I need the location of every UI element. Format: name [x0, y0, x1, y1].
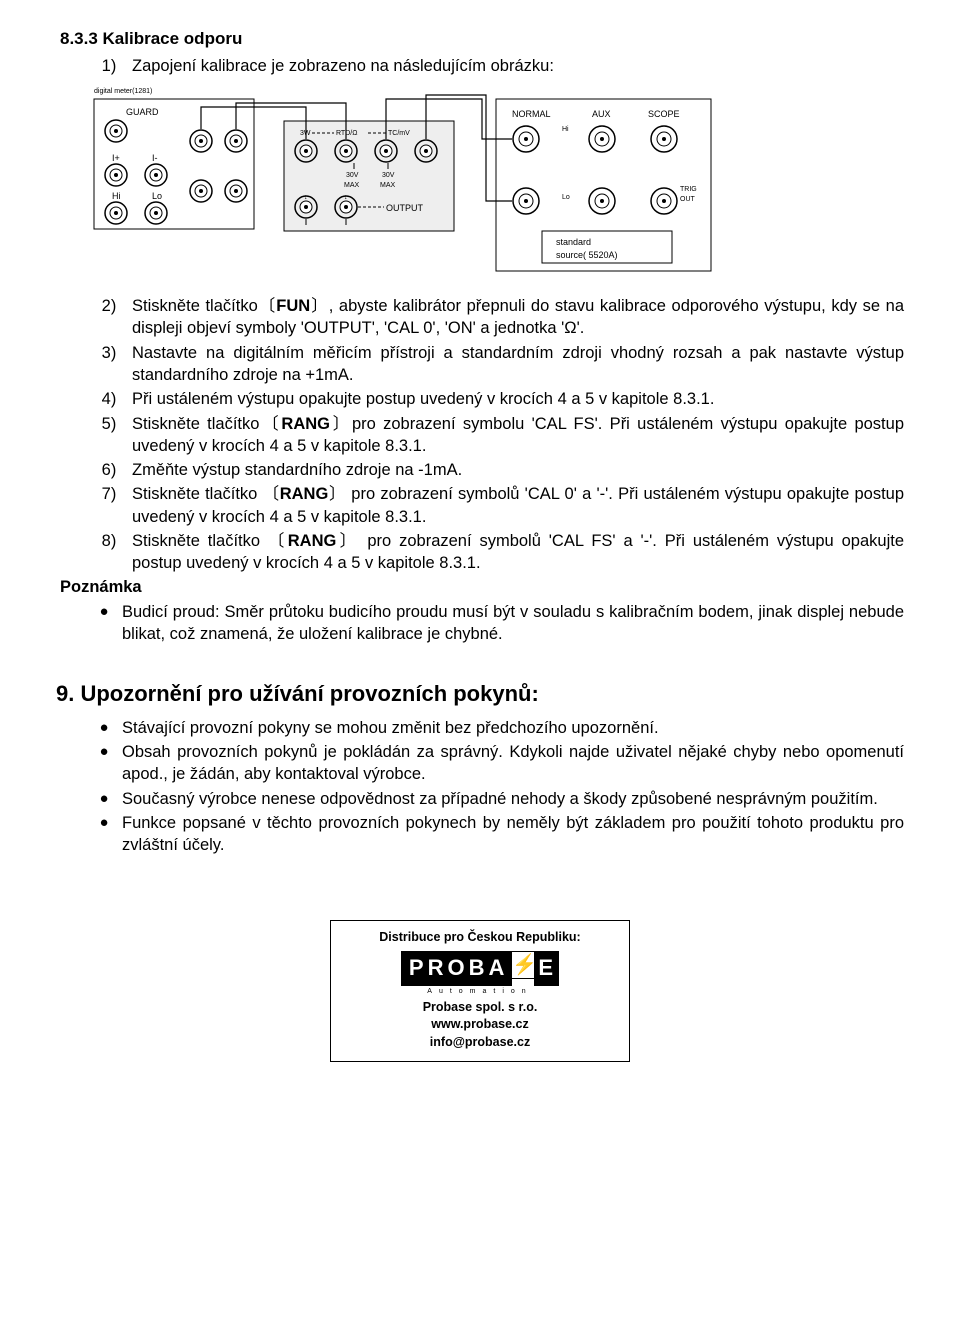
- logo-text-b: E: [534, 951, 559, 986]
- step-8: 8) Stiskněte tlačítko 〔RANG〕 pro zobraze…: [86, 530, 904, 575]
- label: 30V: [382, 172, 395, 179]
- step-6: 6) Změňte výstup standardního zdroje na …: [86, 459, 904, 481]
- note-label: Poznámka: [60, 576, 904, 598]
- section-833-title: 8.3.3 Kalibrace odporu: [60, 28, 904, 51]
- step-num: 8): [86, 530, 132, 575]
- step-2: 2) Stiskněte tlačítko〔FUN〕, abyste kalib…: [86, 295, 904, 340]
- bullet-icon: ●: [86, 717, 122, 739]
- label: Hi: [112, 191, 121, 201]
- step-num: 5): [86, 413, 132, 458]
- svg-text:↓: ↓: [304, 194, 308, 201]
- bullet-icon: ●: [86, 788, 122, 810]
- step-num: 4): [86, 388, 132, 410]
- label: RTD/Ω: [336, 130, 357, 137]
- step-text: Změňte výstup standardního zdroje na -1m…: [132, 459, 904, 481]
- label: SCOPE: [648, 109, 680, 119]
- page: 8.3.3 Kalibrace odporu 1) Zapojení kalib…: [0, 0, 960, 1334]
- step-5: 5) Stiskněte tlačítko〔RANG〕pro zobrazení…: [86, 413, 904, 458]
- label: TC/mV: [388, 130, 410, 137]
- label: I+: [112, 153, 120, 163]
- bolt-icon: ⚡: [512, 951, 534, 979]
- step-num: 6): [86, 459, 132, 481]
- company-name: Probase spol. s r.o.: [335, 999, 625, 1017]
- step-text: Při ustáleném výstupu opakujte postup uv…: [132, 388, 904, 410]
- wiring-diagram: digital meter(1281) GUARD I+ I- Hi Lo: [86, 81, 904, 281]
- bullet-icon: ●: [86, 601, 122, 646]
- step-1: 1) Zapojení kalibrace je zobrazeno na ná…: [86, 55, 904, 77]
- company-email: info@probase.cz: [335, 1034, 625, 1052]
- label: Lo: [152, 191, 162, 201]
- step-text: Stiskněte tlačítko 〔RANG〕 pro zobrazení …: [132, 530, 904, 575]
- step-num: 2): [86, 295, 132, 340]
- logo-text-a: PROBA: [401, 951, 512, 986]
- label: AUX: [592, 109, 611, 119]
- label: MAX: [380, 182, 396, 189]
- distribution-label: Distribuce pro Českou Republiku:: [335, 929, 625, 947]
- label: standard: [556, 237, 591, 247]
- label: OUT: [680, 196, 696, 203]
- note-bullet: ● Budicí proud: Směr průtoku budicího pr…: [86, 601, 904, 646]
- probase-logo: PROBA⚡E Automation: [335, 951, 625, 997]
- bullet-icon: ●: [86, 741, 122, 786]
- bullet-item: ● Funkce popsané v těchto provozních pok…: [86, 812, 904, 857]
- meter-label: digital meter(1281): [94, 88, 152, 95]
- step-text: Zapojení kalibrace je zobrazeno na násle…: [132, 55, 904, 77]
- bullet-icon: ●: [86, 812, 122, 857]
- bullet-text: Obsah provozních pokynů je pokládán za s…: [122, 741, 904, 786]
- step-text: Stiskněte tlačítko〔RANG〕pro zobrazení sy…: [132, 413, 904, 458]
- step-text: Stiskněte tlačítko 〔RANG〕 pro zobrazení …: [132, 483, 904, 528]
- step-3: 3) Nastavte na digitálním měřicím přístr…: [86, 342, 904, 387]
- step-num: 3): [86, 342, 132, 387]
- step-num: 7): [86, 483, 132, 528]
- step-4: 4) Při ustáleném výstupu opakujte postup…: [86, 388, 904, 410]
- step-text: Nastavte na digitálním měřicím přístroji…: [132, 342, 904, 387]
- bullet-text: Stávající provozní pokyny se mohou změni…: [122, 717, 904, 739]
- bullet-item: ● Obsah provozních pokynů je pokládán za…: [86, 741, 904, 786]
- logo-tagline: Automation: [335, 987, 625, 997]
- label: Lo: [562, 194, 570, 201]
- label: MAX: [344, 182, 360, 189]
- label: 30V: [346, 172, 359, 179]
- step-7: 7) Stiskněte tlačítko 〔RANG〕 pro zobraze…: [86, 483, 904, 528]
- bullet-item: ● Současný výrobce nenese odpovědnost za…: [86, 788, 904, 810]
- label: I-: [152, 153, 158, 163]
- footer-box: Distribuce pro Českou Republiku: PROBA⚡E…: [330, 920, 630, 1062]
- bullet-text: Funkce popsané v těchto provozních pokyn…: [122, 812, 904, 857]
- step-text: Stiskněte tlačítko〔FUN〕, abyste kalibrát…: [132, 295, 904, 340]
- label: Hi: [562, 126, 569, 133]
- bullet-item: ● Stávající provozní pokyny se mohou změ…: [86, 717, 904, 739]
- label: NORMAL: [512, 109, 551, 119]
- label: source( 5520A): [556, 250, 618, 260]
- label: OUTPUT: [386, 203, 424, 213]
- company-web: www.probase.cz: [335, 1016, 625, 1034]
- guard-label: GUARD: [126, 107, 159, 117]
- note-text: Budicí proud: Směr průtoku budicího prou…: [122, 601, 904, 646]
- svg-text:↓: ↓: [344, 194, 348, 201]
- bullet-text: Současný výrobce nenese odpovědnost za p…: [122, 788, 904, 810]
- label: TRIG: [680, 186, 697, 193]
- section-9-title: 9. Upozornění pro užívání provozních pok…: [56, 679, 904, 709]
- step-num: 1): [86, 55, 132, 77]
